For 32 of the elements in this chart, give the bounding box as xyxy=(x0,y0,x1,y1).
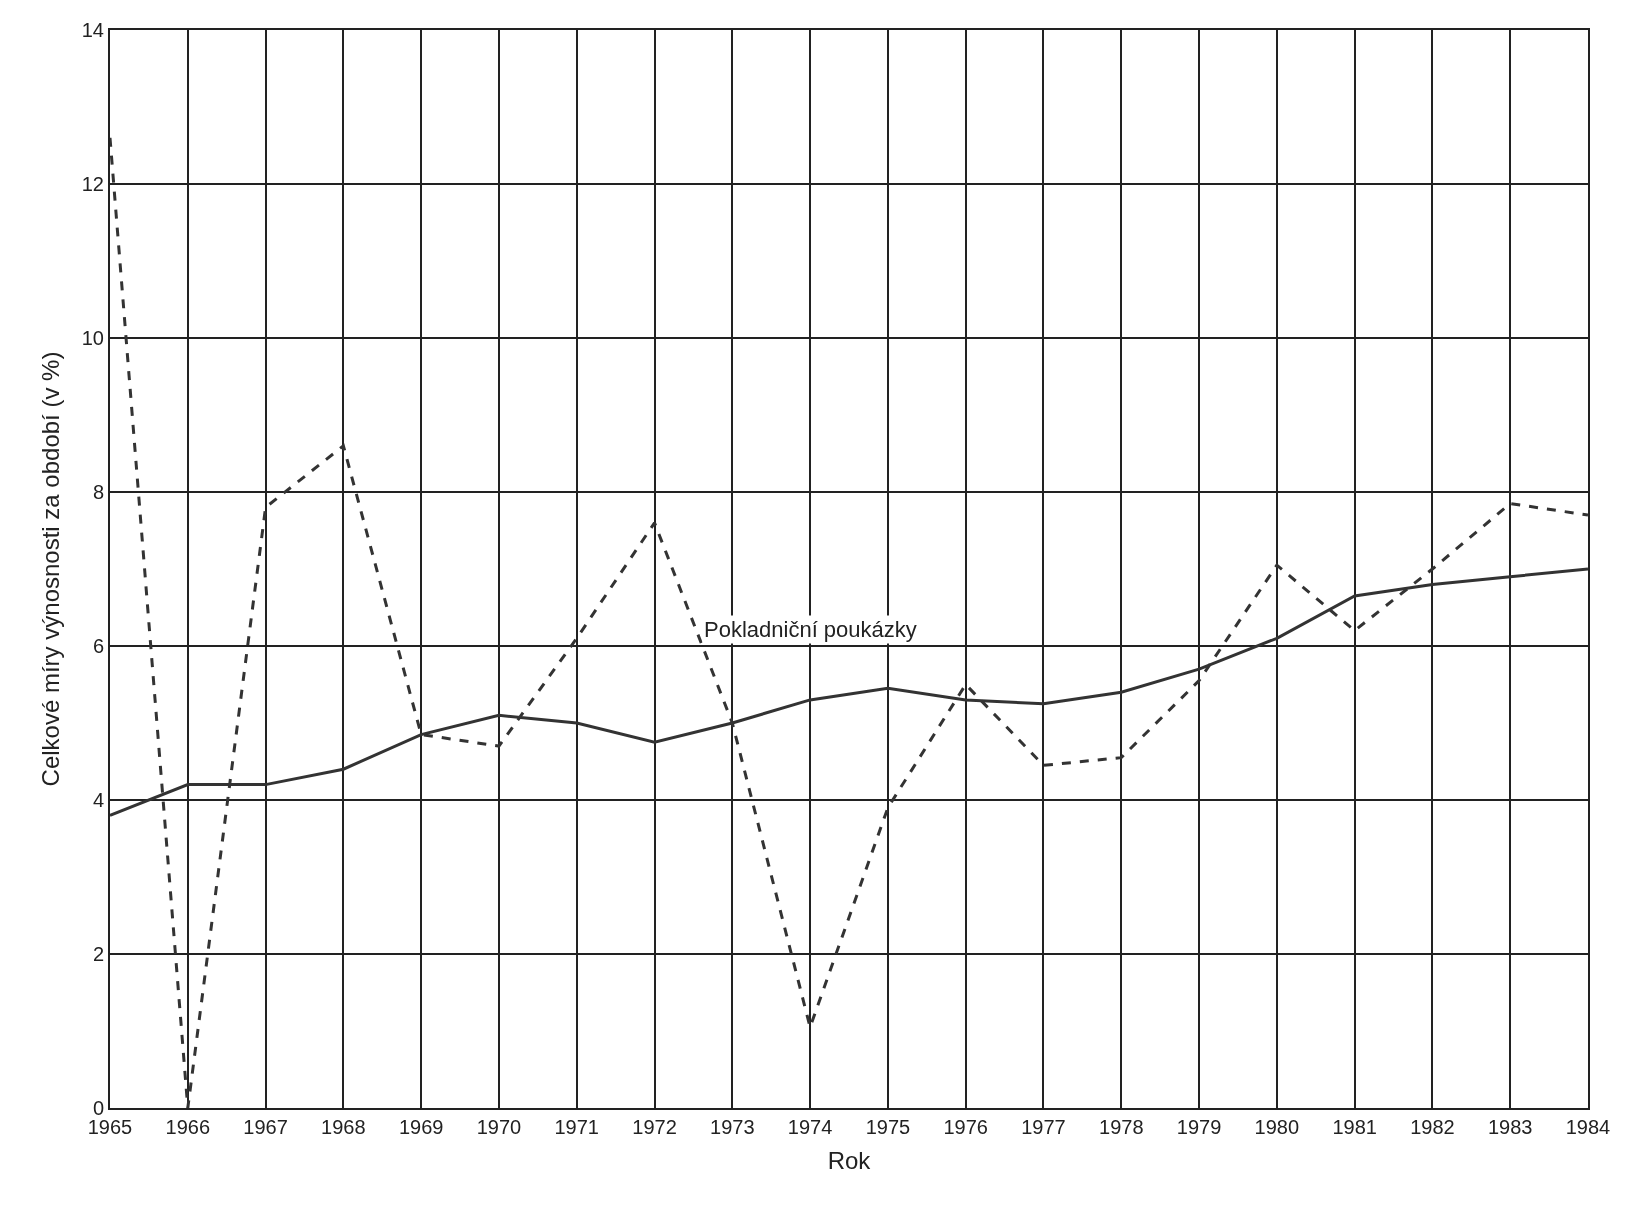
y-tick-label: 2 xyxy=(92,943,104,965)
y-tick-label: 6 xyxy=(92,635,104,657)
y-tick-label: 0 xyxy=(92,1097,104,1119)
x-tick-label: 1966 xyxy=(165,1116,211,1138)
y-tick-label: 4 xyxy=(92,789,104,811)
x-tick-label: 1971 xyxy=(554,1116,599,1138)
x-tick-label: 1977 xyxy=(1021,1116,1066,1138)
x-tick-label: 1979 xyxy=(1176,1116,1222,1138)
x-tick-label: 1965 xyxy=(87,1116,133,1138)
x-tick-label: 1967 xyxy=(243,1116,288,1138)
y-tick-label: 14 xyxy=(81,19,104,41)
x-axis-title: Rok xyxy=(827,1146,872,1174)
y-tick-label: 12 xyxy=(81,173,104,195)
x-tick-label: 1981 xyxy=(1332,1116,1377,1138)
x-tick-label: 1975 xyxy=(865,1116,911,1138)
text: Pokladniční poukázky xyxy=(704,617,917,642)
line-series xyxy=(110,136,1588,1108)
x-tick-label: 1983 xyxy=(1487,1116,1533,1138)
y-tick-label: 8 xyxy=(92,481,104,503)
x-tick-label: 1968 xyxy=(321,1116,366,1138)
y-tick-label: 10 xyxy=(81,327,104,349)
x-tick-label: 1973 xyxy=(710,1116,755,1138)
x-tick-label: 1974 xyxy=(787,1116,833,1138)
x-tick-label: 1972 xyxy=(632,1116,677,1138)
x-tick-label: 1970 xyxy=(476,1116,522,1138)
x-tick-label: 1980 xyxy=(1254,1116,1300,1138)
x-tick-label: 1969 xyxy=(398,1116,444,1138)
x-tick-label: 1984 xyxy=(1565,1116,1611,1138)
x-tick-label: 1976 xyxy=(943,1116,988,1138)
x-tick-label: 1978 xyxy=(1099,1116,1144,1138)
y-axis-title: Celkové míry výnosnosti za období (v %) xyxy=(37,351,65,787)
x-tick-label: 1982 xyxy=(1410,1116,1455,1138)
